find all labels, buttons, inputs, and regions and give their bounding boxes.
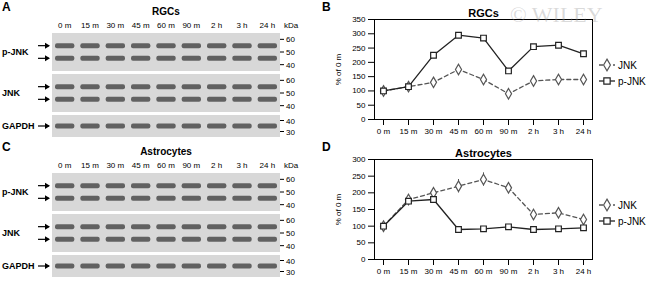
svg-text:60: 60 <box>286 35 295 44</box>
html-text:D: D <box>322 140 331 154</box>
svg-text:250: 250 <box>352 172 366 181</box>
svg-text:0 m: 0 m <box>58 161 72 170</box>
svg-text:90 m: 90 m <box>500 267 518 276</box>
svg-text:60: 60 <box>286 175 295 184</box>
svg-text:0 m: 0 m <box>377 127 391 136</box>
svg-text:3 h: 3 h <box>236 21 247 30</box>
svg-text:2 h: 2 h <box>211 161 222 170</box>
svg-text:15 m: 15 m <box>81 161 99 170</box>
html-text:© WILEY: © WILEY <box>510 2 603 27</box>
svg-text:Astrocytes: Astrocytes <box>455 147 512 159</box>
svg-text:60 m: 60 m <box>157 161 175 170</box>
svg-text:24 h: 24 h <box>260 161 276 170</box>
html-text:B: B <box>322 0 331 14</box>
svg-text:GAPDH: GAPDH <box>2 261 35 271</box>
svg-text:50: 50 <box>357 238 366 247</box>
svg-text:30 m: 30 m <box>106 161 124 170</box>
svg-text:40: 40 <box>286 257 295 266</box>
svg-text:40: 40 <box>286 102 295 111</box>
svg-text:40: 40 <box>286 117 295 126</box>
svg-text:60: 60 <box>286 76 295 85</box>
svg-text:JNK: JNK <box>2 228 21 238</box>
html-text:A: A <box>2 0 11 14</box>
svg-text:0 m: 0 m <box>58 21 72 30</box>
svg-text:150: 150 <box>352 72 366 81</box>
svg-text:24 h: 24 h <box>260 21 276 30</box>
svg-text:0: 0 <box>361 255 366 264</box>
svg-text:Astrocytes: Astrocytes <box>140 146 192 157</box>
svg-text:60 m: 60 m <box>157 21 175 30</box>
svg-text:60: 60 <box>286 216 295 225</box>
svg-text:40: 40 <box>286 242 295 251</box>
svg-text:100: 100 <box>352 222 366 231</box>
svg-text:30: 30 <box>286 128 295 137</box>
svg-text:250: 250 <box>352 44 366 53</box>
svg-text:150: 150 <box>352 205 366 214</box>
svg-text:p-JNK: p-JNK <box>618 76 646 87</box>
svg-text:0 m: 0 m <box>377 267 391 276</box>
svg-text:50: 50 <box>286 48 295 57</box>
svg-text:50: 50 <box>357 101 366 110</box>
svg-text:45 m: 45 m <box>450 127 468 136</box>
svg-text:50: 50 <box>286 188 295 197</box>
svg-text:45 m: 45 m <box>450 267 468 276</box>
svg-text:24 h: 24 h <box>576 267 592 276</box>
svg-text:300: 300 <box>352 155 366 164</box>
svg-text:60 m: 60 m <box>475 267 493 276</box>
svg-text:kDa: kDa <box>284 161 299 170</box>
svg-text:3 h: 3 h <box>236 161 247 170</box>
svg-text:JNK: JNK <box>618 200 637 211</box>
svg-text:GAPDH: GAPDH <box>2 121 35 131</box>
svg-text:60 m: 60 m <box>475 127 493 136</box>
svg-text:45 m: 45 m <box>132 161 150 170</box>
svg-text:15 m: 15 m <box>400 267 418 276</box>
svg-text:90 m: 90 m <box>500 127 518 136</box>
svg-text:50: 50 <box>286 229 295 238</box>
svg-text:15 m: 15 m <box>400 127 418 136</box>
svg-text:40: 40 <box>286 61 295 70</box>
svg-text:RGCs: RGCs <box>152 6 180 17</box>
svg-text:p-JNK: p-JNK <box>2 47 29 57</box>
svg-text:90 m: 90 m <box>182 21 200 30</box>
svg-text:JNK: JNK <box>618 60 637 71</box>
svg-text:30 m: 30 m <box>425 267 443 276</box>
svg-text:3 h: 3 h <box>553 127 564 136</box>
svg-text:50: 50 <box>286 89 295 98</box>
svg-text:2 h: 2 h <box>528 267 539 276</box>
svg-text:45 m: 45 m <box>132 21 150 30</box>
svg-text:p-JNK: p-JNK <box>618 216 646 227</box>
svg-text:% of 0 m: % of 0 m <box>334 53 343 85</box>
svg-text:30: 30 <box>286 268 295 277</box>
html-text:C: C <box>2 140 11 154</box>
svg-text:2 h: 2 h <box>211 21 222 30</box>
svg-text:350: 350 <box>352 15 366 24</box>
svg-text:2 h: 2 h <box>528 127 539 136</box>
svg-text:JNK: JNK <box>2 88 21 98</box>
svg-text:100: 100 <box>352 86 366 95</box>
svg-text:RGCs: RGCs <box>468 7 499 19</box>
svg-text:30 m: 30 m <box>106 21 124 30</box>
svg-text:40: 40 <box>286 201 295 210</box>
svg-text:kDa: kDa <box>284 21 299 30</box>
svg-text:300: 300 <box>352 29 366 38</box>
svg-text:0: 0 <box>361 115 366 124</box>
svg-text:p-JNK: p-JNK <box>2 187 29 197</box>
svg-text:15 m: 15 m <box>81 21 99 30</box>
svg-text:200: 200 <box>352 58 366 67</box>
svg-text:% of 0 m: % of 0 m <box>334 193 343 225</box>
svg-text:3 h: 3 h <box>553 267 564 276</box>
svg-text:200: 200 <box>352 188 366 197</box>
svg-text:24 h: 24 h <box>576 127 592 136</box>
svg-text:90 m: 90 m <box>182 161 200 170</box>
svg-text:30 m: 30 m <box>425 127 443 136</box>
